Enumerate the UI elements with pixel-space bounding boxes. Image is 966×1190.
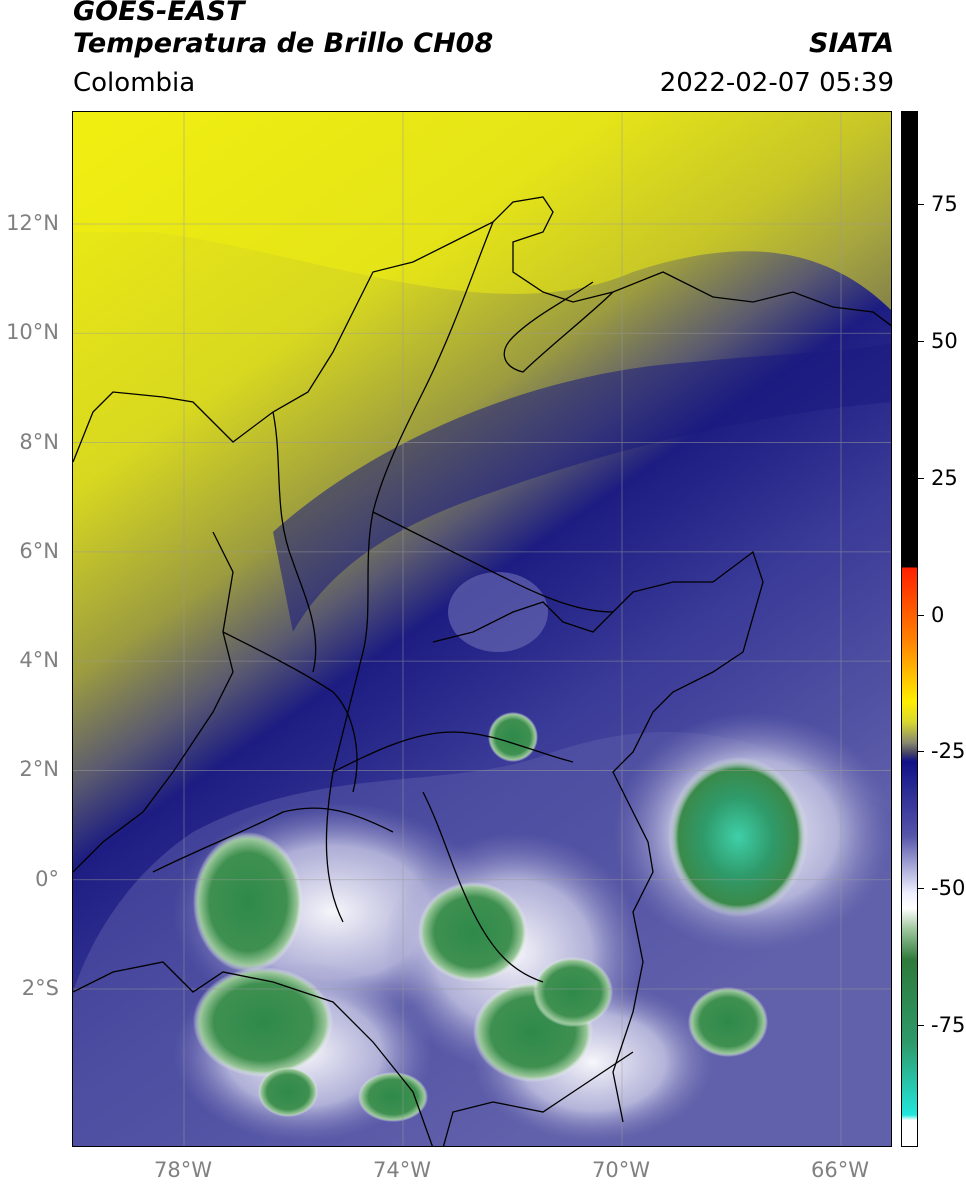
latitude-label: 2°N	[19, 757, 59, 782]
convective-cell-4	[418, 882, 528, 982]
ecuador-peru-border	[73, 961, 433, 1146]
internal-boundary-7	[152, 807, 394, 873]
convective-cell-3	[258, 1067, 318, 1117]
caribbean-coastline	[73, 196, 891, 463]
colorbar-tick-label: -75	[931, 1013, 966, 1037]
convective-cell-9	[688, 987, 768, 1057]
latitude-label: 10°N	[6, 320, 59, 345]
latitude-label: 4°N	[19, 648, 59, 673]
internal-boundary-6	[222, 631, 358, 793]
colorbar-tick-label: 0	[931, 602, 945, 627]
longitude-label: 70°W	[592, 1158, 650, 1182]
colorbar-tick-label: 25	[931, 465, 958, 490]
brightness-temperature-image	[73, 112, 891, 1146]
latitude-label: 6°N	[19, 538, 59, 563]
pacific-coastline	[73, 531, 234, 873]
boundaries	[73, 196, 891, 1146]
region-label: Colombia	[73, 68, 196, 98]
internal-boundary-5	[422, 791, 544, 983]
colorbar-tick	[918, 204, 924, 205]
convective-cell-1	[193, 832, 303, 972]
latitude-label: 12°N	[6, 211, 59, 235]
longitude-label: 78°W	[154, 1158, 212, 1182]
graticule	[73, 112, 891, 1146]
temperature-colorbar	[901, 111, 918, 1147]
longitude-label: 66°W	[811, 1158, 869, 1182]
venezuela-brazil-border	[432, 550, 764, 1123]
satellite-map	[72, 111, 892, 1147]
brand-label: SIATA	[808, 28, 894, 59]
longitude-label: 74°W	[373, 1158, 431, 1182]
maracaibo-lake-outline	[503, 281, 614, 373]
latitude-label: 2°S	[21, 976, 59, 1000]
internal-boundary-4	[332, 731, 574, 773]
convective-cell-teal	[668, 757, 808, 917]
product-title: Temperatura de Brillo CH08	[73, 28, 494, 59]
latitude-label: 0°	[35, 866, 59, 891]
convective-cell-7	[358, 1072, 428, 1122]
colorbar-tick-label: -50	[931, 876, 966, 901]
northern-warm-field	[73, 112, 891, 311]
cloud-patch-central	[448, 572, 548, 652]
colorbar-tick	[918, 614, 924, 616]
colorbar-tick	[918, 751, 924, 753]
colorbar-tick-label: 50	[931, 328, 958, 353]
colorbar-tick	[918, 477, 924, 479]
dark-moisture-band	[273, 342, 891, 632]
convective-cell-8	[488, 712, 538, 762]
colorbar-gradient	[902, 112, 917, 1146]
satellite-title: GOES-EAST	[73, 0, 245, 27]
internal-boundary-2	[272, 411, 317, 673]
convective-cell-2	[193, 967, 333, 1077]
colorbar-tick	[918, 340, 924, 342]
peru-brazil-border	[442, 1051, 634, 1146]
internal-boundary-3	[372, 511, 614, 613]
colorbar-tick-label: -25	[931, 739, 966, 764]
latitude-label: 8°N	[19, 429, 59, 454]
internal-boundary-1	[325, 221, 494, 923]
colorbar-tick	[918, 888, 924, 890]
convective-cell-6	[533, 957, 613, 1027]
colorbar-tick	[918, 1025, 924, 1026]
datetime-label: 2022-02-07 05:39	[659, 68, 894, 98]
colorbar-tick-label: 75	[931, 192, 958, 216]
